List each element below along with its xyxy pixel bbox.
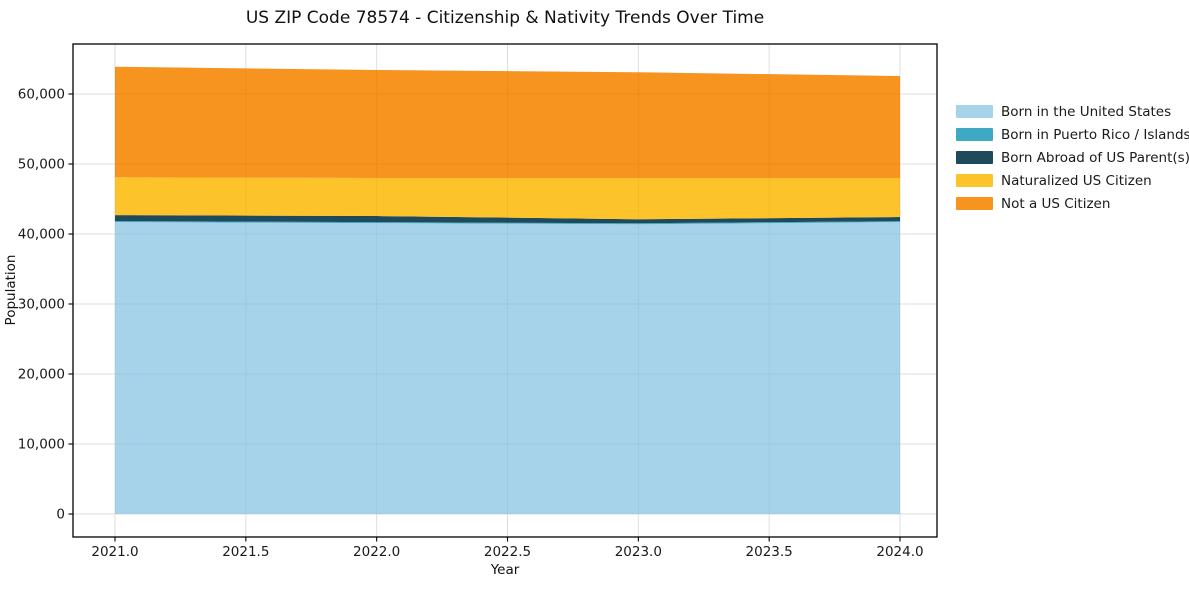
plot-frame	[72, 43, 938, 538]
x-tick-label: 2023.0	[615, 544, 662, 560]
legend-swatch	[956, 174, 993, 187]
x-tick-label: 2024.0	[876, 544, 923, 560]
chart-title: US ZIP Code 78574 - Citizenship & Nativi…	[245, 8, 765, 28]
x-tick-label: 2022.5	[484, 544, 531, 560]
x-tick-label: 2023.5	[746, 544, 793, 560]
legend-label: Born in Puerto Rico / Islands	[1001, 126, 1189, 143]
x-tick-label: 2021.0	[91, 544, 138, 560]
legend-swatch	[956, 105, 993, 118]
legend-label: Naturalized US Citizen	[1001, 172, 1152, 189]
y-axis-label: Population	[3, 254, 19, 326]
legend-item: Born in the United States	[956, 100, 1189, 123]
legend-swatch	[956, 197, 993, 210]
area-series-0	[115, 222, 900, 514]
y-tick-label: 40,000	[18, 227, 65, 243]
y-tick-label: 0	[56, 507, 65, 523]
legend-item: Not a US Citizen	[956, 192, 1189, 215]
legend-item: Born in Puerto Rico / Islands	[956, 123, 1189, 146]
y-tick-label: 50,000	[18, 157, 65, 173]
legend-label: Born Abroad of US Parent(s)	[1001, 149, 1189, 166]
legend: Born in the United States Born in Puerto…	[956, 100, 1189, 215]
area-series-1	[115, 221, 900, 225]
x-tick-label: 2021.5	[222, 544, 269, 560]
legend-swatch	[956, 151, 993, 164]
y-tick-label: 60,000	[18, 87, 65, 103]
legend-label: Not a US Citizen	[1001, 195, 1111, 212]
y-tick-label: 10,000	[18, 437, 65, 453]
legend-label: Born in the United States	[1001, 103, 1172, 120]
area-series-4	[115, 66, 900, 178]
x-axis-label: Year	[490, 562, 520, 578]
area-series-2	[115, 215, 900, 224]
area-series-3	[115, 177, 900, 220]
legend-item: Born Abroad of US Parent(s)	[956, 146, 1189, 169]
x-tick-label: 2022.0	[353, 544, 400, 560]
y-tick-label: 20,000	[18, 367, 65, 383]
y-tick-label: 30,000	[18, 297, 65, 313]
legend-swatch	[956, 128, 993, 141]
legend-item: Naturalized US Citizen	[956, 169, 1189, 192]
